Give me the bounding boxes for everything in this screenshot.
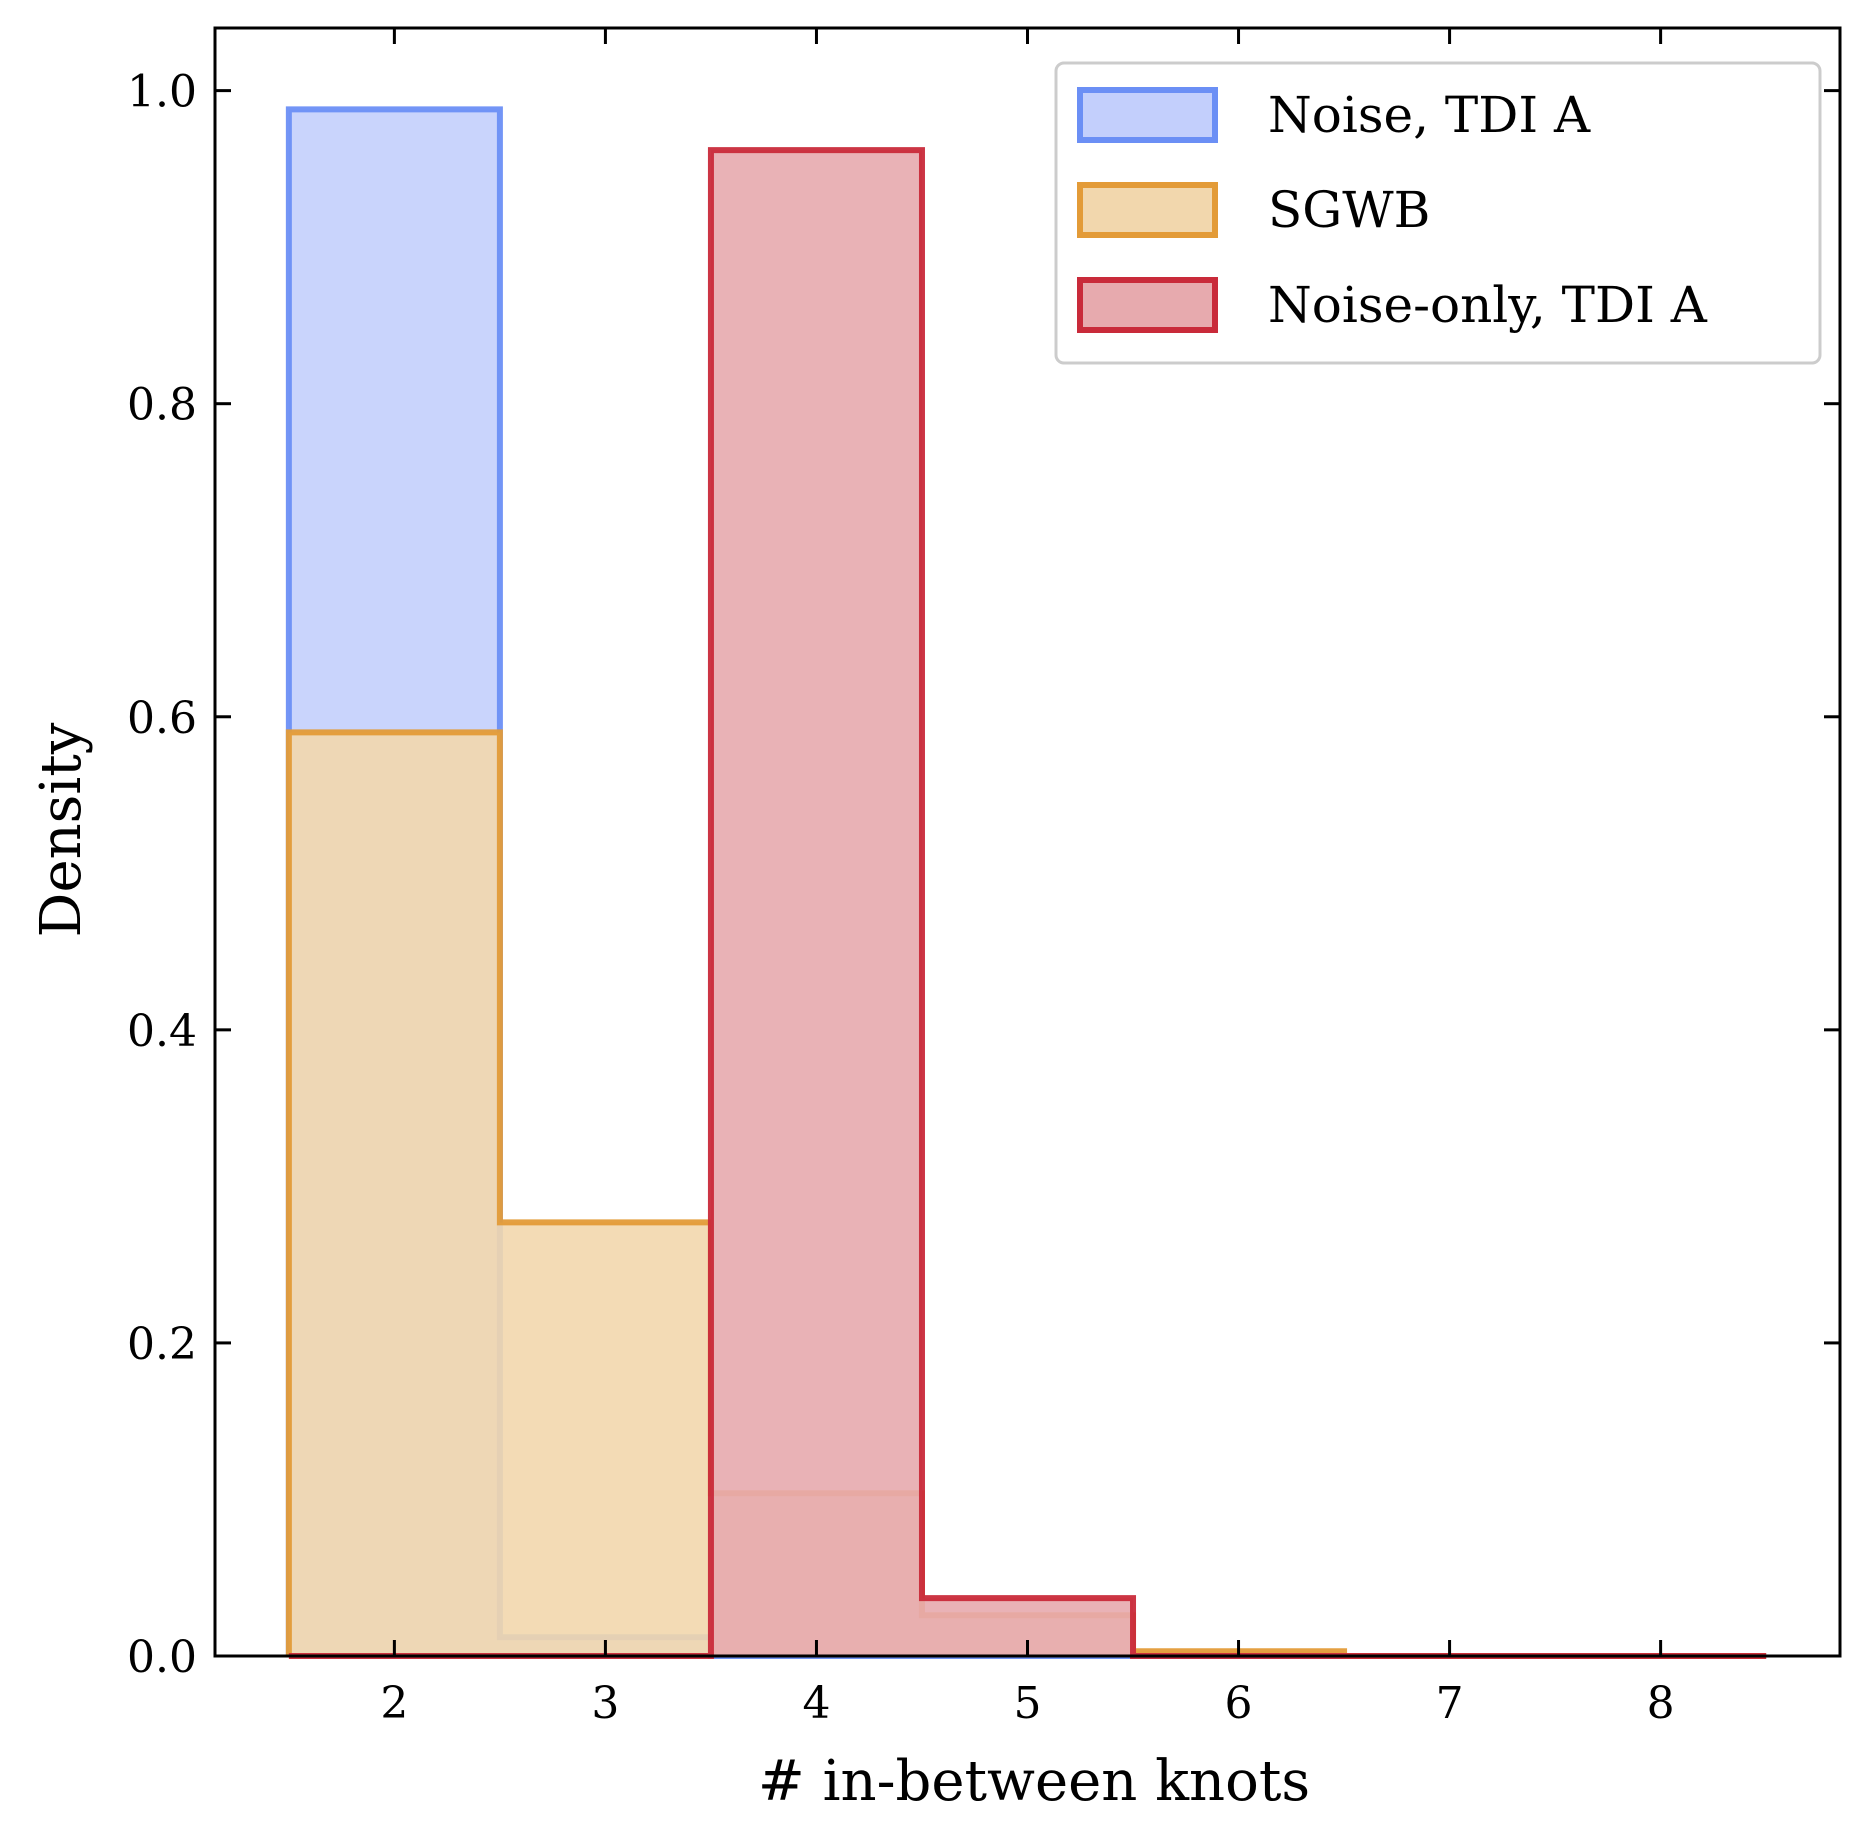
y-tick-label: 0.4 [127, 1006, 197, 1057]
y-tick-label: 0.2 [127, 1319, 197, 1370]
y-tick-label: 0.6 [127, 693, 197, 744]
y-tick-label: 0.0 [127, 1632, 197, 1683]
x-tick-label: 7 [1436, 1678, 1464, 1729]
x-tick-label: 8 [1647, 1678, 1675, 1729]
y-tick-label: 0.8 [127, 380, 197, 431]
series-2-fill [288, 732, 1767, 1656]
legend-label: SGWB [1268, 181, 1430, 239]
x-tick-label: 5 [1014, 1678, 1042, 1729]
legend-swatch [1077, 182, 1218, 238]
legend-label: Noise-only, TDI A [1268, 276, 1708, 334]
x-tick-label: 4 [802, 1678, 830, 1729]
legend-swatch [1077, 277, 1218, 333]
legend-entry-2: SGWB [1077, 181, 1430, 239]
axis-ticks [215, 28, 1840, 1658]
legend-entry-1: Noise, TDI A [1077, 86, 1591, 144]
legend-entry-3: Noise-only, TDI A [1077, 276, 1708, 334]
x-tick-label: 6 [1225, 1678, 1253, 1729]
legend-frame [1054, 61, 1822, 365]
x-tick-label: 3 [591, 1678, 619, 1729]
x-axis-label: # in-between knots [758, 1749, 1310, 1814]
x-tick-label: 2 [380, 1678, 408, 1729]
legend: Noise, TDI A SGWB Noise-only, TDI A [1054, 61, 1822, 365]
axis-tick-labels: 2 3 4 5 6 7 8 0.0 0.2 0.4 0.6 0.8 1.0 [127, 67, 1675, 1729]
y-tick-label: 1.0 [127, 67, 197, 118]
legend-label: Noise, TDI A [1268, 86, 1591, 144]
y-axis-label: Density [29, 722, 94, 937]
series-2 [285, 729, 1767, 1659]
legend-swatch [1077, 87, 1218, 143]
